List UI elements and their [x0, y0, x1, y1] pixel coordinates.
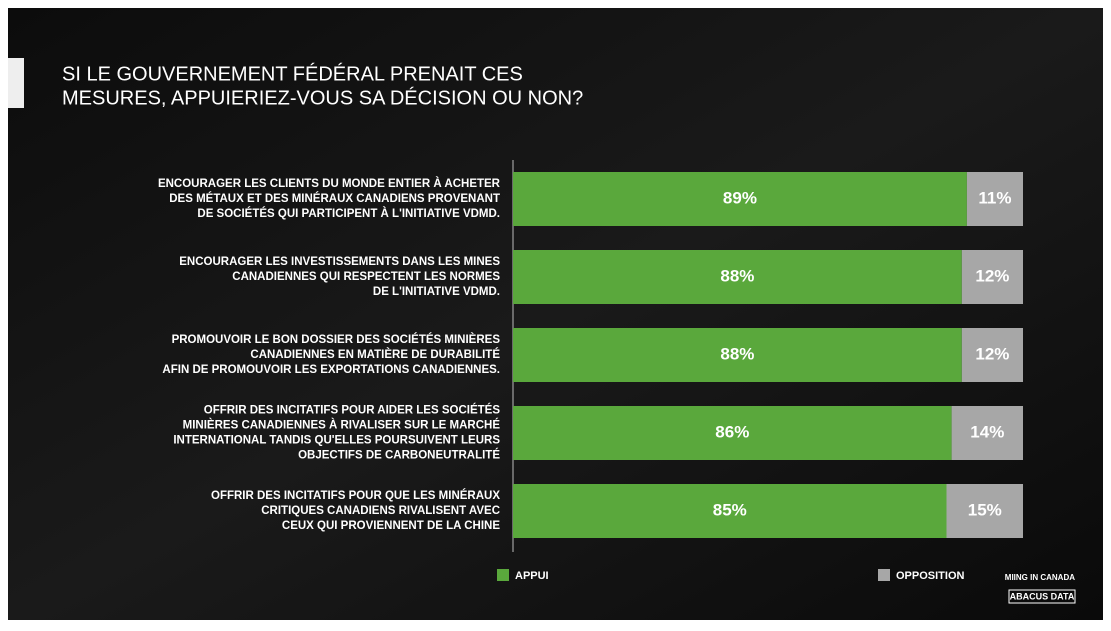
- category-label: CANADIENNES EN MATIÈRE DE DURABILITÉ: [250, 348, 500, 361]
- bar-segment: [513, 172, 967, 226]
- category-label: CEUX QUI PROVIENNENT DE LA CHINE: [282, 520, 500, 532]
- bar-segment: [513, 406, 952, 460]
- bar-segment: [513, 484, 947, 538]
- value-label: 11%: [978, 188, 1011, 207]
- bar-segment: [513, 250, 962, 304]
- logo: ABACUS DATA: [1010, 591, 1075, 601]
- legend-label: APPUI: [515, 570, 549, 582]
- value-label: 88%: [720, 266, 754, 285]
- edge-tab: [8, 58, 24, 108]
- category-label: DES MÉTAUX ET DES MINÉRAUX CANADIENS PRO…: [169, 192, 500, 205]
- logo-box: [1008, 589, 1076, 604]
- chart-title: MESURES, APPUIERIEZ-VOUS SA DÉCISION OU …: [62, 86, 583, 109]
- bar-segment: [513, 328, 962, 382]
- value-label: 12%: [975, 266, 1009, 285]
- bar-segment: [966, 172, 1023, 226]
- category-label: CANADIENNES QUI RESPECTENT LES NORMES: [232, 271, 500, 283]
- chart-title: SI LE GOUVERNEMENT FÉDÉRAL PRENAIT CES: [62, 62, 523, 85]
- category-label: OBJECTIFS DE CARBONEUTRALITÉ: [298, 449, 500, 462]
- legend-swatch: [878, 569, 890, 581]
- legend-swatch: [497, 569, 509, 581]
- category-label: AFIN DE PROMOUVOIR LES EXPORTATIONS CANA…: [162, 364, 500, 376]
- category-label: CRITIQUES CANADIENS RIVALISENT AVEC: [261, 505, 500, 517]
- value-label: 15%: [968, 500, 1002, 519]
- legend-label: OPPOSITION: [896, 570, 965, 582]
- value-label: 89%: [723, 188, 757, 207]
- value-label: 12%: [975, 344, 1009, 363]
- category-label: OFFRIR DES INCITATIFS POUR AIDER LES SOC…: [204, 404, 501, 417]
- category-label: ENCOURAGER LES INVESTISSEMENTS DANS LES …: [179, 256, 500, 268]
- bar-segment: [961, 328, 1023, 382]
- category-label: ENCOURAGER LES CLIENTS DU MONDE ENTIER À…: [158, 177, 501, 190]
- category-label: MINIÈRES CANADIENNES À RIVALISER SUR LE …: [183, 419, 501, 432]
- value-label: 86%: [715, 422, 749, 441]
- category-label: DE SOCIÉTÉS QUI PARTICIPENT À L'INITIATI…: [197, 207, 500, 220]
- value-label: 85%: [713, 500, 747, 519]
- value-label: 14%: [970, 422, 1004, 441]
- category-label: DE L'INITIATIVE VDMD.: [373, 286, 500, 298]
- bar-segment: [961, 250, 1023, 304]
- category-label: PROMOUVOIR LE BON DOSSIER DES SOCIÉTÉS M…: [172, 333, 501, 346]
- bar-segment: [946, 484, 1023, 538]
- logo: MIING IN CANADA: [1005, 573, 1075, 582]
- category-label: OFFRIR DES INCITATIFS POUR QUE LES MINÉR…: [211, 489, 500, 502]
- bar-segment: [951, 406, 1023, 460]
- value-label: 88%: [720, 344, 754, 363]
- category-label: INTERNATIONAL TANDIS QU'ELLES POURSUIVEN…: [173, 435, 500, 447]
